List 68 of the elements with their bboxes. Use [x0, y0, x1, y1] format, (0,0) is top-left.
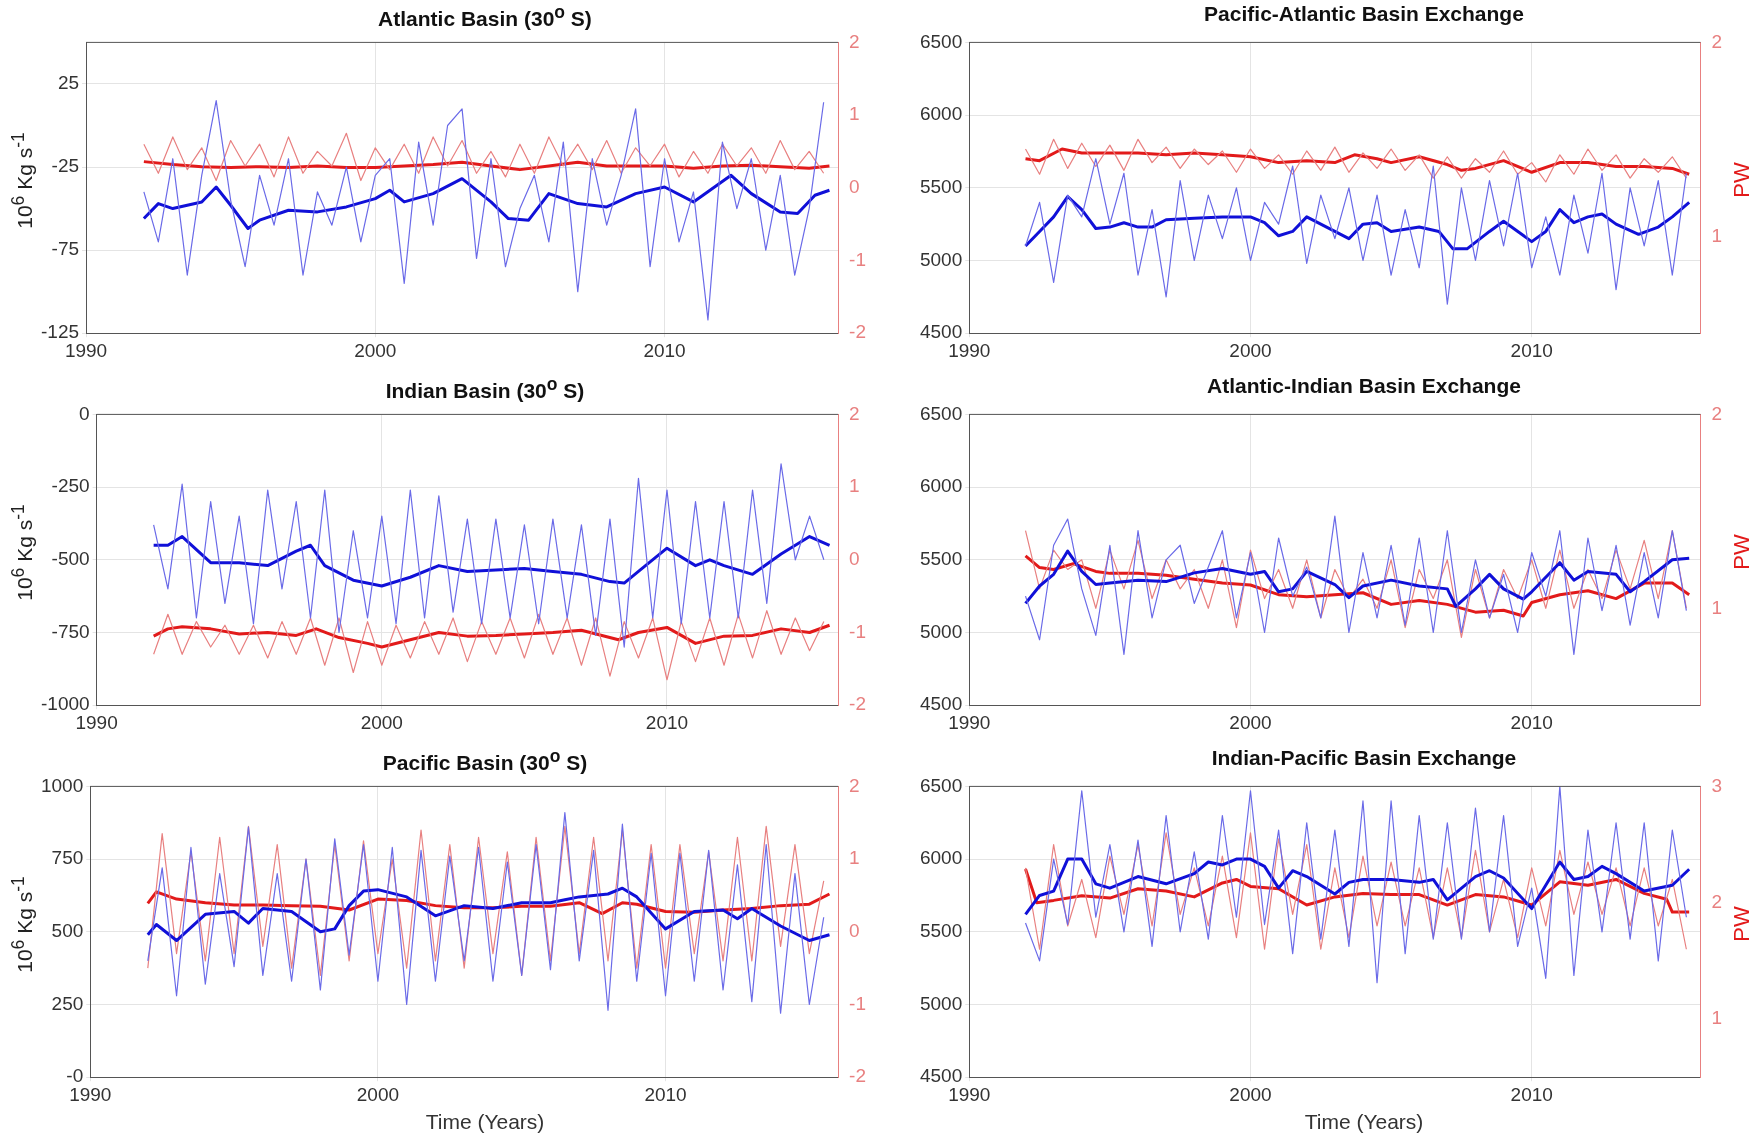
- chart-title: Pacific-Atlantic Basin Exchange: [1203, 2, 1525, 26]
- x-axis-title: Time (Years): [424, 1110, 546, 1134]
- y-tick-label: 250: [51, 992, 84, 1014]
- y2-tick-label: 2: [849, 30, 860, 52]
- x-tick-label: 2010: [643, 339, 686, 361]
- y2-axis-title: PW: [1728, 534, 1755, 570]
- x-tick-label: 2010: [1510, 339, 1553, 361]
- x-tick-label: 2000: [356, 1083, 400, 1105]
- y-tick-label: 6000: [919, 475, 963, 497]
- chart-title: Atlantic Basin (30$^{o}$ S): [377, 2, 593, 31]
- chart-title: Pacific Basin (30$^{o}$ S): [381, 746, 589, 775]
- x-tick-label: 2000: [1229, 339, 1272, 361]
- y2-tick-label: 2: [1711, 890, 1723, 912]
- y2-axis-title: PW: [1728, 162, 1755, 198]
- chart-title: Atlantic-Indian Basin Exchange: [1206, 374, 1522, 398]
- chart-title: Indian Basin (30$^{o}$ S): [384, 374, 586, 403]
- y-tick-label: 750: [51, 847, 84, 869]
- y-tick-label: -500: [51, 548, 90, 570]
- y-tick-label: 0: [79, 402, 90, 424]
- y-tick-label: 6000: [919, 103, 963, 125]
- y-tick-label: 5000: [919, 992, 963, 1014]
- y-tick-label: 6500: [919, 402, 963, 424]
- y-tick-label: 5500: [919, 176, 963, 198]
- x-tick-label: 2000: [360, 711, 403, 733]
- y2-tick-label: 1: [1711, 224, 1723, 246]
- y2-tick-label: -1: [849, 620, 867, 642]
- y-tick-label: -750: [51, 620, 90, 642]
- y2-tick-label: -2: [849, 693, 867, 715]
- y2-tick-label: -1: [849, 992, 867, 1014]
- y-tick-label: -25: [51, 155, 80, 177]
- y-tick-label: 5000: [919, 620, 963, 642]
- x-axis-title: Time (Years): [1303, 1110, 1425, 1134]
- y2-tick-label: 2: [849, 402, 860, 424]
- y2-tick-label: 0: [849, 920, 860, 942]
- y2-tick-label: 0: [849, 548, 860, 570]
- x-tick-label: 2010: [1510, 1083, 1553, 1105]
- y-tick-label: 5500: [919, 920, 963, 942]
- x-tick-label: 2010: [645, 711, 689, 733]
- y-tick-label: 6500: [919, 774, 963, 796]
- y2-tick-label: 2: [849, 774, 860, 796]
- x-tick-label: 2010: [1510, 711, 1553, 733]
- y-tick-label: 6500: [919, 30, 963, 52]
- y2-tick-label: 1: [1711, 596, 1723, 618]
- y2-tick-label: -1: [849, 248, 867, 270]
- y-tick-label: 25: [57, 72, 80, 94]
- y-tick-label: 6000: [919, 847, 963, 869]
- x-tick-label: 2000: [354, 339, 397, 361]
- y2-tick-label: 1: [849, 475, 860, 497]
- x-tick-label: 2000: [1229, 711, 1272, 733]
- y2-axis-title: PW: [1728, 906, 1755, 942]
- y-tick-label: 500: [51, 920, 84, 942]
- y2-tick-label: 2: [1711, 30, 1723, 52]
- y2-tick-label: 1: [1711, 1007, 1723, 1029]
- y2-tick-label: 3: [1711, 774, 1723, 796]
- x-tick-label: 2010: [644, 1083, 687, 1105]
- chart-title: Indian-Pacific Basin Exchange: [1210, 746, 1518, 770]
- y2-tick-label: 0: [849, 176, 860, 198]
- y-tick-label: -250: [51, 475, 90, 497]
- x-tick-label: 2000: [1229, 1083, 1272, 1105]
- y-tick-label: 5500: [919, 548, 963, 570]
- y-tick-label: 5000: [919, 248, 963, 270]
- y2-tick-label: 1: [849, 847, 860, 869]
- y-tick-label: 1000: [40, 774, 84, 796]
- y2-tick-label: 1: [849, 103, 860, 125]
- y2-tick-label: -2: [849, 321, 867, 343]
- y2-tick-label: -2: [849, 1065, 867, 1087]
- y-tick-label: -75: [51, 238, 80, 260]
- y2-tick-label: 2: [1711, 402, 1723, 424]
